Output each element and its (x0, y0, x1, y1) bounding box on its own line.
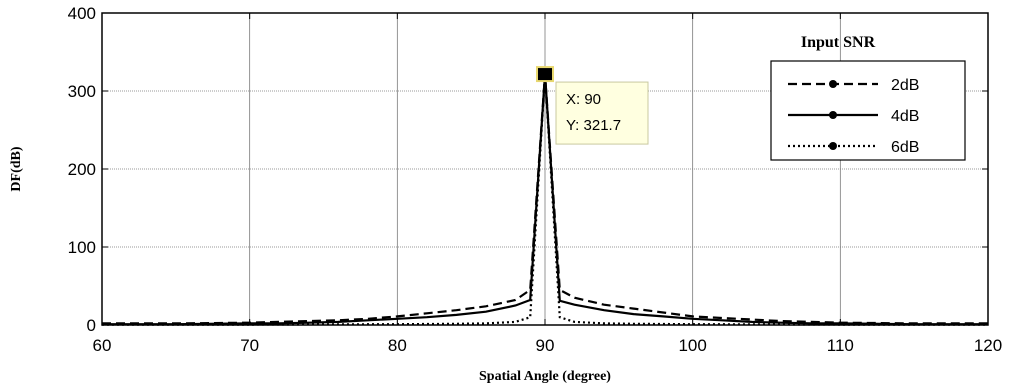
x-tick-label: 60 (93, 336, 112, 355)
x-tick-label: 100 (678, 336, 706, 355)
grid-lines (102, 13, 988, 325)
datatip-marker (536, 66, 554, 83)
x-tick-label: 90 (536, 336, 555, 355)
y-tick-label: 400 (68, 4, 96, 23)
legend-label-4dB: 4dB (891, 108, 919, 125)
x-tick-label: 80 (388, 336, 407, 355)
x-tick-label: 110 (827, 336, 854, 355)
y-tick-label: 100 (68, 238, 96, 257)
legend: 2dB 4dB 6dB (770, 60, 966, 161)
x-axis-label: Spatial Angle (degree) (479, 369, 611, 384)
datatip-y-text: Y: 321.7 (566, 117, 621, 134)
y-tick-label: 0 (87, 316, 96, 335)
series-line-6dB (102, 74, 988, 326)
y-axis-label: DF(dB) (9, 146, 24, 191)
datatip: X: 90 Y: 321.7 (536, 66, 649, 145)
datatip-box (555, 81, 649, 145)
axis-ticks (101, 12, 989, 326)
x-tick-label: 70 (240, 336, 259, 355)
legend-label-6dB: 6dB (891, 139, 919, 156)
legend-box (770, 60, 966, 161)
x-tick-label: 120 (974, 336, 1002, 355)
datatip-x-text: X: 90 (566, 91, 601, 108)
y-tick-label: 200 (68, 160, 96, 179)
legend-label-2dB: 2dB (891, 77, 919, 94)
legend-marker-4dB (829, 111, 837, 119)
y-tick-label: 300 (68, 82, 96, 101)
legend-title: Input SNR (801, 34, 876, 51)
legend-marker-2dB (829, 80, 837, 88)
tick-labels: 60 70 80 90 100 110 120 0 100 200 300 400 (68, 4, 1003, 355)
legend-marker-6dB (829, 142, 837, 150)
